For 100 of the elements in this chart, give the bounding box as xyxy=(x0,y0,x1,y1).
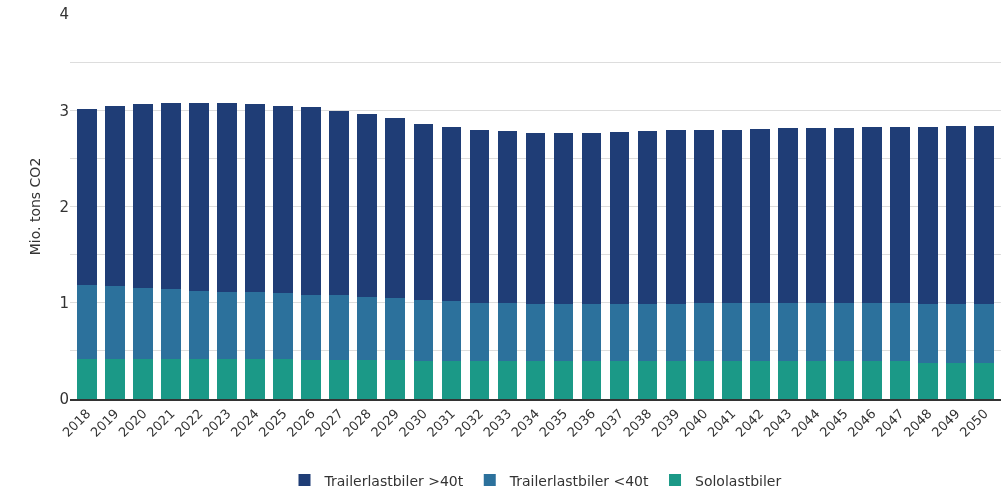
bar xyxy=(693,129,714,303)
bar xyxy=(105,106,125,287)
bar xyxy=(525,303,546,362)
bar xyxy=(133,103,153,289)
bar xyxy=(161,289,181,359)
bar xyxy=(778,361,798,399)
bar xyxy=(553,133,574,304)
bar xyxy=(609,361,630,399)
bar xyxy=(806,127,826,303)
bar xyxy=(721,129,742,303)
bar xyxy=(806,361,826,399)
bar xyxy=(441,361,462,399)
legend-label: Trailerlastbiler <40t xyxy=(508,472,650,489)
bar xyxy=(778,127,798,303)
bar xyxy=(834,361,854,399)
bar xyxy=(245,358,265,399)
bar xyxy=(525,361,546,399)
bar xyxy=(273,293,293,359)
bar xyxy=(637,303,658,362)
bar xyxy=(105,358,125,399)
bar xyxy=(329,295,350,360)
bar xyxy=(581,361,602,399)
bar xyxy=(693,361,714,399)
bar xyxy=(217,292,237,359)
bar xyxy=(918,363,938,399)
bar xyxy=(273,358,293,399)
bar xyxy=(469,361,490,399)
bar xyxy=(329,359,350,399)
y-tick-label: 3 xyxy=(59,101,69,120)
bar xyxy=(301,295,321,360)
y-tick-label: 2 xyxy=(59,197,69,216)
bar xyxy=(469,129,490,303)
bar xyxy=(581,303,602,362)
bar xyxy=(862,126,882,303)
bar xyxy=(497,361,518,399)
bar xyxy=(357,114,378,297)
bar xyxy=(834,302,854,362)
bar xyxy=(918,303,938,364)
bar xyxy=(245,103,265,293)
bar xyxy=(750,361,770,399)
bar xyxy=(778,302,798,362)
bar xyxy=(301,107,321,296)
bar xyxy=(385,117,406,298)
bar xyxy=(77,285,97,359)
bar xyxy=(974,125,994,304)
bar xyxy=(413,123,434,300)
bar xyxy=(609,132,630,304)
bar xyxy=(497,131,518,303)
bar xyxy=(133,358,153,399)
bar xyxy=(553,361,574,399)
bar xyxy=(862,302,882,362)
y-axis-title: Mio. tons CO2 xyxy=(27,157,44,256)
y-tick-label: 0 xyxy=(59,390,69,409)
bar xyxy=(273,106,293,294)
bar xyxy=(974,303,994,364)
y-tick-label: 1 xyxy=(59,294,69,312)
bar xyxy=(329,111,350,296)
y-tick-label: 4 xyxy=(59,5,69,24)
bar xyxy=(385,297,406,360)
bar xyxy=(189,102,209,292)
bar xyxy=(721,361,742,399)
bar xyxy=(357,359,378,399)
bar xyxy=(77,358,97,399)
bar xyxy=(357,296,378,360)
bar xyxy=(525,133,546,304)
bar xyxy=(553,303,574,362)
bar xyxy=(637,131,658,304)
bar xyxy=(189,358,209,399)
bar xyxy=(105,286,125,359)
bar xyxy=(974,363,994,399)
bar xyxy=(441,300,462,362)
bar xyxy=(217,358,237,399)
bar xyxy=(890,302,910,362)
bar xyxy=(497,302,518,362)
bar xyxy=(245,292,265,359)
bar xyxy=(665,303,686,362)
bar xyxy=(750,302,770,362)
bar xyxy=(469,302,490,362)
bar xyxy=(637,361,658,399)
legend-label: Trailerlastbiler >40t xyxy=(323,472,464,489)
bar xyxy=(693,302,714,362)
bar xyxy=(413,299,434,362)
legend-label: Sololastbiler xyxy=(695,472,782,489)
bar xyxy=(834,127,854,303)
bar xyxy=(77,109,97,286)
bar xyxy=(609,303,630,362)
bar xyxy=(441,126,462,301)
bar xyxy=(946,125,966,304)
bar xyxy=(161,102,181,290)
bar xyxy=(581,133,602,304)
bar xyxy=(189,291,209,359)
bar xyxy=(806,302,826,362)
bar xyxy=(946,363,966,399)
bar xyxy=(217,102,237,293)
bar xyxy=(385,359,406,399)
bar xyxy=(750,128,770,303)
bar xyxy=(890,126,910,303)
bar xyxy=(413,361,434,399)
bar xyxy=(946,303,966,364)
bar xyxy=(133,288,153,359)
